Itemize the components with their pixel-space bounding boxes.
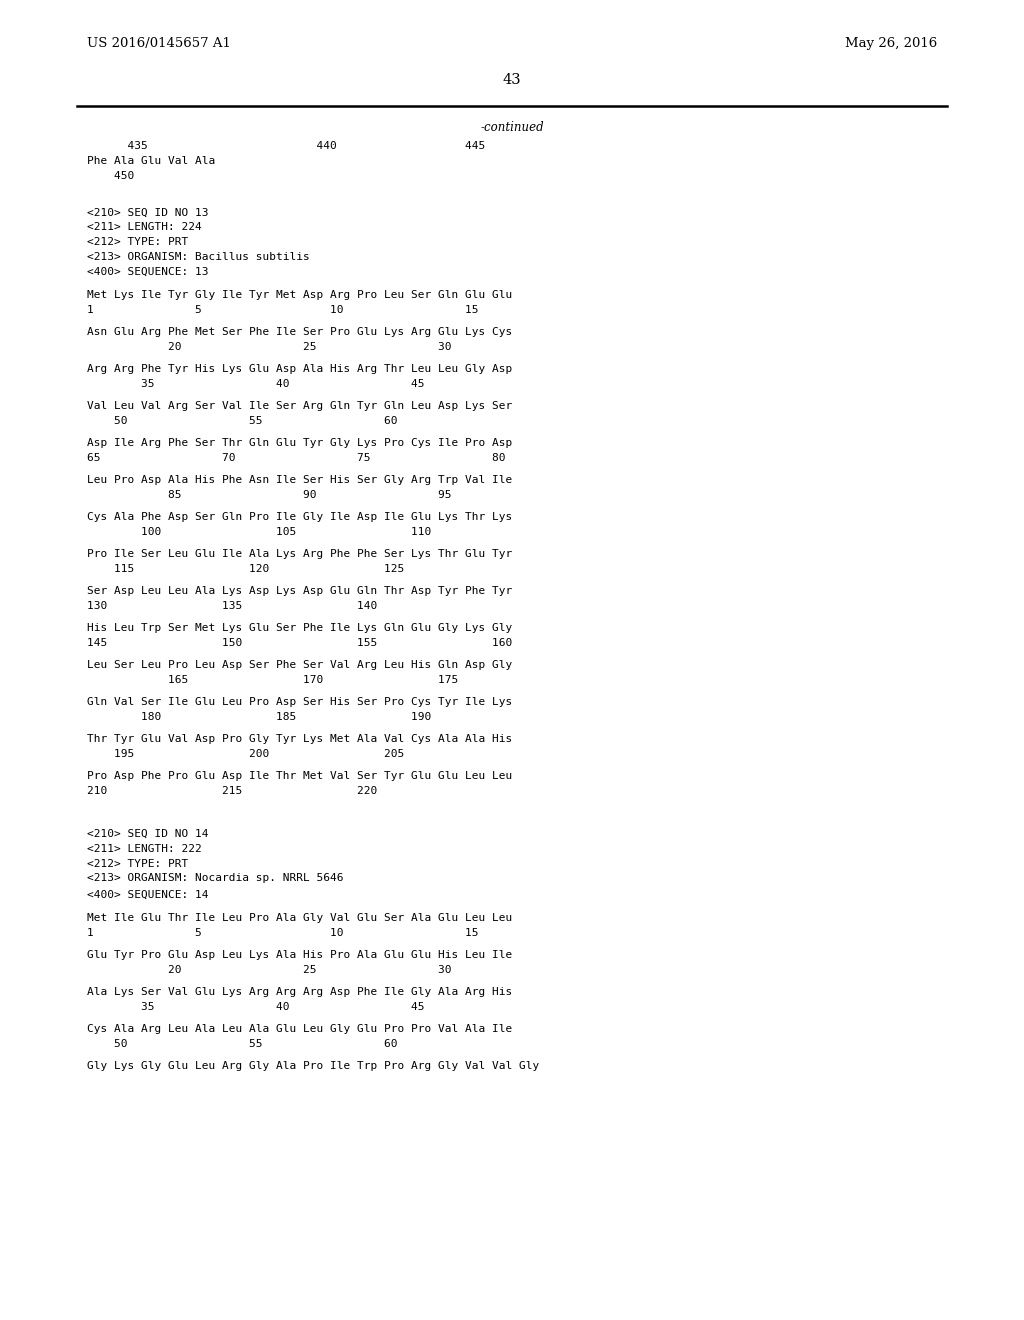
Text: <213> ORGANISM: Nocardia sp. NRRL 5646: <213> ORGANISM: Nocardia sp. NRRL 5646 [87, 874, 343, 883]
Text: <211> LENGTH: 224: <211> LENGTH: 224 [87, 222, 202, 232]
Text: 165                 170                 175: 165 170 175 [87, 675, 459, 685]
Text: Val Leu Val Arg Ser Val Ile Ser Arg Gln Tyr Gln Leu Asp Lys Ser: Val Leu Val Arg Ser Val Ile Ser Arg Gln … [87, 401, 512, 412]
Text: <400> SEQUENCE: 14: <400> SEQUENCE: 14 [87, 890, 209, 900]
Text: 85                  90                  95: 85 90 95 [87, 490, 452, 500]
Text: 450: 450 [87, 170, 134, 181]
Text: 210                 215                 220: 210 215 220 [87, 785, 377, 796]
Text: 435                         440                   445: 435 440 445 [87, 141, 485, 152]
Text: US 2016/0145657 A1: US 2016/0145657 A1 [87, 37, 231, 50]
Text: Thr Tyr Glu Val Asp Pro Gly Tyr Lys Met Ala Val Cys Ala Ala His: Thr Tyr Glu Val Asp Pro Gly Tyr Lys Met … [87, 734, 512, 744]
Text: Asp Ile Arg Phe Ser Thr Gln Glu Tyr Gly Lys Pro Cys Ile Pro Asp: Asp Ile Arg Phe Ser Thr Gln Glu Tyr Gly … [87, 438, 512, 449]
Text: Ser Asp Leu Leu Ala Lys Asp Lys Asp Glu Gln Thr Asp Tyr Phe Tyr: Ser Asp Leu Leu Ala Lys Asp Lys Asp Glu … [87, 586, 512, 597]
Text: 35                  40                  45: 35 40 45 [87, 1002, 425, 1012]
Text: 145                 150                 155                 160: 145 150 155 160 [87, 638, 512, 648]
Text: 130                 135                 140: 130 135 140 [87, 601, 377, 611]
Text: 50                  55                  60: 50 55 60 [87, 416, 397, 426]
Text: 20                  25                  30: 20 25 30 [87, 965, 452, 975]
Text: <212> TYPE: PRT: <212> TYPE: PRT [87, 858, 188, 869]
Text: 100                 105                 110: 100 105 110 [87, 527, 431, 537]
Text: Leu Pro Asp Ala His Phe Asn Ile Ser His Ser Gly Arg Trp Val Ile: Leu Pro Asp Ala His Phe Asn Ile Ser His … [87, 475, 512, 486]
Text: 50                  55                  60: 50 55 60 [87, 1039, 397, 1049]
Text: Gln Val Ser Ile Glu Leu Pro Asp Ser His Ser Pro Cys Tyr Ile Lys: Gln Val Ser Ile Glu Leu Pro Asp Ser His … [87, 697, 512, 708]
Text: <210> SEQ ID NO 13: <210> SEQ ID NO 13 [87, 207, 209, 218]
Text: Pro Ile Ser Leu Glu Ile Ala Lys Arg Phe Phe Ser Lys Thr Glu Tyr: Pro Ile Ser Leu Glu Ile Ala Lys Arg Phe … [87, 549, 512, 560]
Text: 20                  25                  30: 20 25 30 [87, 342, 452, 352]
Text: <211> LENGTH: 222: <211> LENGTH: 222 [87, 843, 202, 854]
Text: 115                 120                 125: 115 120 125 [87, 564, 404, 574]
Text: <213> ORGANISM: Bacillus subtilis: <213> ORGANISM: Bacillus subtilis [87, 252, 310, 261]
Text: Leu Ser Leu Pro Leu Asp Ser Phe Ser Val Arg Leu His Gln Asp Gly: Leu Ser Leu Pro Leu Asp Ser Phe Ser Val … [87, 660, 512, 671]
Text: Arg Arg Phe Tyr His Lys Glu Asp Ala His Arg Thr Leu Leu Gly Asp: Arg Arg Phe Tyr His Lys Glu Asp Ala His … [87, 364, 512, 375]
Text: Asn Glu Arg Phe Met Ser Phe Ile Ser Pro Glu Lys Arg Glu Lys Cys: Asn Glu Arg Phe Met Ser Phe Ile Ser Pro … [87, 327, 512, 338]
Text: Cys Ala Arg Leu Ala Leu Ala Glu Leu Gly Glu Pro Pro Val Ala Ile: Cys Ala Arg Leu Ala Leu Ala Glu Leu Gly … [87, 1024, 512, 1035]
Text: 1               5                   10                  15: 1 5 10 15 [87, 305, 478, 315]
Text: -continued: -continued [480, 121, 544, 135]
Text: Phe Ala Glu Val Ala: Phe Ala Glu Val Ala [87, 156, 215, 166]
Text: <210> SEQ ID NO 14: <210> SEQ ID NO 14 [87, 829, 209, 840]
Text: 35                  40                  45: 35 40 45 [87, 379, 425, 389]
Text: Met Ile Glu Thr Ile Leu Pro Ala Gly Val Glu Ser Ala Glu Leu Leu: Met Ile Glu Thr Ile Leu Pro Ala Gly Val … [87, 913, 512, 924]
Text: Met Lys Ile Tyr Gly Ile Tyr Met Asp Arg Pro Leu Ser Gln Glu Glu: Met Lys Ile Tyr Gly Ile Tyr Met Asp Arg … [87, 290, 512, 301]
Text: 43: 43 [503, 73, 521, 87]
Text: May 26, 2016: May 26, 2016 [845, 37, 937, 50]
Text: His Leu Trp Ser Met Lys Glu Ser Phe Ile Lys Gln Glu Gly Lys Gly: His Leu Trp Ser Met Lys Glu Ser Phe Ile … [87, 623, 512, 634]
Text: Cys Ala Phe Asp Ser Gln Pro Ile Gly Ile Asp Ile Glu Lys Thr Lys: Cys Ala Phe Asp Ser Gln Pro Ile Gly Ile … [87, 512, 512, 523]
Text: Pro Asp Phe Pro Glu Asp Ile Thr Met Val Ser Tyr Glu Glu Leu Leu: Pro Asp Phe Pro Glu Asp Ile Thr Met Val … [87, 771, 512, 781]
Text: Glu Tyr Pro Glu Asp Leu Lys Ala His Pro Ala Glu Glu His Leu Ile: Glu Tyr Pro Glu Asp Leu Lys Ala His Pro … [87, 950, 512, 961]
Text: 1               5                   10                  15: 1 5 10 15 [87, 928, 478, 939]
Text: Ala Lys Ser Val Glu Lys Arg Arg Arg Asp Phe Ile Gly Ala Arg His: Ala Lys Ser Val Glu Lys Arg Arg Arg Asp … [87, 987, 512, 998]
Text: <212> TYPE: PRT: <212> TYPE: PRT [87, 236, 188, 247]
Text: <400> SEQUENCE: 13: <400> SEQUENCE: 13 [87, 267, 209, 277]
Text: Gly Lys Gly Glu Leu Arg Gly Ala Pro Ile Trp Pro Arg Gly Val Val Gly: Gly Lys Gly Glu Leu Arg Gly Ala Pro Ile … [87, 1061, 540, 1072]
Text: 195                 200                 205: 195 200 205 [87, 748, 404, 759]
Text: 180                 185                 190: 180 185 190 [87, 711, 431, 722]
Text: 65                  70                  75                  80: 65 70 75 80 [87, 453, 506, 463]
